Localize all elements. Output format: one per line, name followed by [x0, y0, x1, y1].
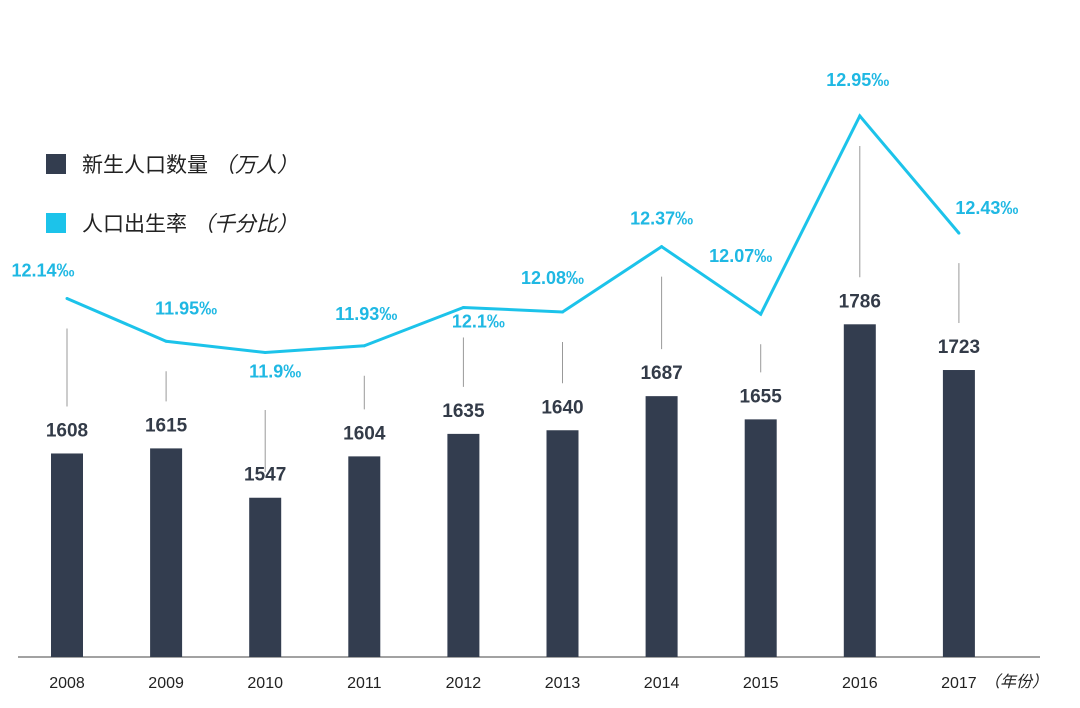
rate-point-2009 [164, 339, 168, 343]
legend-label-births: 新生人口数量 [82, 153, 208, 177]
bar-value-label-2010: 1547 [244, 465, 286, 486]
rate-value-label-2008: 12.14‰ [11, 260, 74, 280]
rate-point-2013 [561, 310, 564, 314]
x-tick-label-2008: 2008 [49, 675, 85, 692]
x-tick-label-2011: 2011 [347, 675, 382, 692]
rate-value-label-2015: 12.07‰ [709, 246, 772, 266]
rate-value-label-2014: 12.37‰ [630, 209, 693, 229]
x-tick-label-2010: 2010 [247, 675, 283, 692]
rate-point-2017 [957, 231, 961, 235]
bar-value-label-2014: 1687 [640, 363, 682, 384]
rate-point-2015 [759, 312, 763, 316]
x-tick-label-2012: 2012 [446, 675, 482, 692]
bar-value-label-2015: 1655 [740, 386, 783, 407]
rate-point-2012 [461, 305, 465, 309]
rate-value-label-2010: 11.9‰ [249, 362, 301, 382]
rate-value-label-2011: 11.93‰ [335, 304, 397, 324]
bar-value-label-2008: 1608 [46, 420, 88, 441]
rate-point-2014 [660, 245, 664, 249]
bar-2016 [843, 324, 876, 657]
bar-2014 [645, 396, 678, 657]
x-tick-label-2013: 2013 [545, 675, 581, 692]
rate-value-label-2013: 12.08‰ [521, 268, 584, 288]
rate-point-2008 [65, 296, 69, 300]
bar-2011 [348, 456, 381, 657]
bar-value-label-2013: 1640 [541, 397, 583, 418]
x-tick-label-2009: 2009 [148, 675, 184, 692]
rate-point-2011 [362, 344, 366, 348]
legend-item-rate: 人口出生率 （千分比） [46, 208, 298, 238]
x-tick-label-2017: 2017 [941, 675, 977, 692]
legend-unit-rate: （千分比） [193, 212, 298, 236]
rate-value-label-2009: 11.95‰ [155, 298, 217, 318]
legend-swatch-births [46, 154, 66, 174]
rate-value-label-2017: 12.43‰ [955, 198, 1018, 218]
bar-2009 [150, 448, 183, 657]
x-tick-label-2016: 2016 [842, 675, 878, 692]
bar-2010 [249, 497, 282, 657]
legend-label-rate: 人口出生率 [82, 212, 187, 236]
bar-value-label-2017: 1723 [938, 337, 980, 358]
rate-line [66, 113, 961, 355]
bar-value-label-2011: 1604 [343, 423, 386, 444]
bar-2017 [942, 370, 975, 657]
bar-2008 [51, 453, 83, 657]
rate-point-2010 [263, 351, 267, 355]
bar-value-label-2009: 1615 [145, 415, 188, 436]
x-axis-unit: （年份） [984, 672, 1048, 691]
legend-swatch-rate [46, 213, 66, 233]
legend-item-births: 新生人口数量 （万人） [46, 149, 298, 179]
bar-2012 [447, 433, 480, 657]
x-tick-label-2014: 2014 [644, 675, 680, 692]
bar-value-label-2016: 1786 [839, 291, 881, 312]
bar-2013 [546, 430, 579, 657]
bar-value-label-2012: 1635 [442, 401, 485, 422]
bar-2015 [744, 419, 777, 657]
rate-value-label-2012: 12.1‰ [452, 311, 505, 331]
rate-point-2016 [858, 114, 862, 118]
x-tick-label-2015: 2015 [743, 675, 779, 692]
rate-value-label-2016: 12.95‰ [826, 70, 889, 90]
legend-unit-births: （万人） [214, 153, 298, 177]
